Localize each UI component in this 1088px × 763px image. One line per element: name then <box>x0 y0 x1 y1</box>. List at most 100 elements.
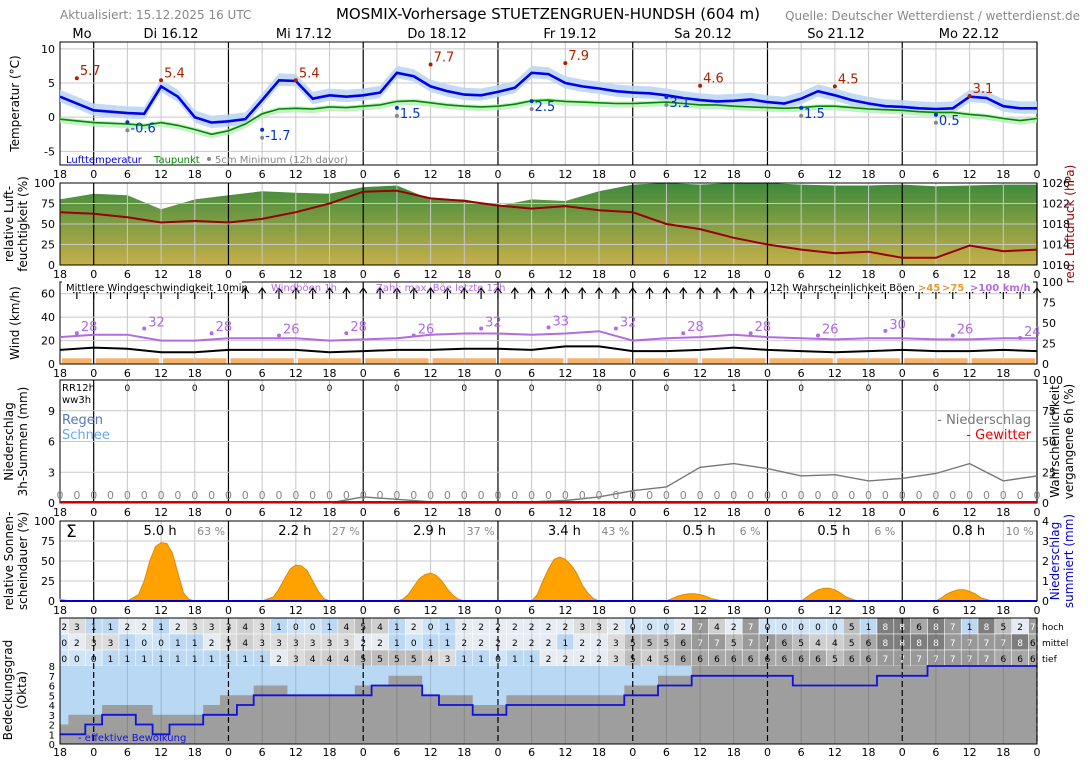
hour-tick-label: 6 <box>259 506 266 519</box>
updated-label: Aktualisiert: 15.12.2025 16 UTC <box>60 8 251 22</box>
cloud-layer-value: 2 <box>61 623 67 633</box>
hour-tick-label: 6 <box>259 367 266 380</box>
ground-min-point <box>799 113 804 118</box>
hour-tick-label: 18 <box>53 746 67 759</box>
min-temp-point <box>260 127 265 132</box>
cloud-layer-value: 1 <box>158 655 164 665</box>
cloud-layer-value: 6 <box>1030 655 1036 665</box>
wind-direction-arrow <box>510 286 519 299</box>
rr3h-value: 0 <box>326 489 333 502</box>
hour-tick-label: 18 <box>323 268 337 281</box>
y-tick-label: 2 <box>49 721 55 732</box>
rr3h-value: 0 <box>57 489 64 502</box>
cloud-layer-value: 3 <box>209 623 215 633</box>
rr3h-value: 0 <box>124 489 131 502</box>
rr3h-value: 0 <box>377 489 384 502</box>
cloud-layer-value: 2 <box>579 655 585 665</box>
cloud-layer-value: 7 <box>950 639 956 649</box>
day-label: Mi 17.12 <box>276 27 332 42</box>
min-temp-point <box>394 105 399 110</box>
max-gust-label: 32 <box>620 316 637 331</box>
cloud-layer-value: 6 <box>815 655 821 665</box>
cloud-layer-value: 6 <box>680 639 686 649</box>
ground-min-point <box>529 107 534 112</box>
source-label: Quelle: Deutscher Wetterdienst / wetterd… <box>785 9 1080 23</box>
rr3h-value: 0 <box>545 489 552 502</box>
y-tick-label: 6 <box>49 682 55 693</box>
cloud-layer-value: 5 <box>630 639 636 649</box>
cloud-layer-value: 1 <box>175 639 181 649</box>
hour-tick-label: 12 <box>828 268 842 281</box>
rr3h-value: 0 <box>966 489 973 502</box>
cloud-layer-value: 2 <box>529 623 535 633</box>
hour-tick-label: 18 <box>592 604 606 617</box>
cloud-layer-value: 4 <box>714 623 720 633</box>
hour-tick-label: 6 <box>393 268 400 281</box>
panel-frame <box>59 617 1038 745</box>
cloud-layer-value: 2 <box>546 655 552 665</box>
temperature-line <box>59 71 1037 124</box>
legend-gust-75: >75 <box>942 283 964 294</box>
hour-tick-label: 0 <box>90 268 97 281</box>
hour-tick-label: 18 <box>727 746 741 759</box>
wind-mean-line <box>59 345 1038 354</box>
y-tick-label: 9 <box>48 405 55 418</box>
cloud-layer-value: 2 <box>141 623 147 633</box>
cloud-layer-value: 0 <box>798 623 804 633</box>
rr3h-value: 0 <box>427 489 434 502</box>
hour-tick-label: 18 <box>188 367 202 380</box>
cloud-layer-value: 1 <box>562 639 568 649</box>
rr12h-value: 0 <box>596 384 602 394</box>
hour-tick-label: 18 <box>457 268 471 281</box>
rr3h-value: 0 <box>90 489 97 502</box>
rr3h-value: 0 <box>275 489 282 502</box>
cloud-layer-value: 2 <box>125 623 131 633</box>
cloud-layer-value: 4 <box>310 655 316 665</box>
hour-tick-label: 12 <box>424 168 438 181</box>
daily-sunshine-percent: 27 % <box>332 525 360 538</box>
wind-direction-arrow <box>342 286 351 299</box>
max-gust-point <box>546 325 551 330</box>
wind-direction-arrow <box>493 286 502 299</box>
hour-tick-label: 6 <box>798 168 805 181</box>
cloud-layer-value: 0 <box>310 623 316 633</box>
cloud-layer-value: 3 <box>276 639 282 649</box>
max-gust-label: 26 <box>957 323 974 338</box>
cloud-layer-value: 1 <box>445 623 451 633</box>
cloud-layer-value: 4 <box>343 655 349 665</box>
cloud-layer-value: 4 <box>343 623 349 633</box>
hour-tick-label: 6 <box>259 746 266 759</box>
rr3h-value: 0 <box>629 489 636 502</box>
hour-tick-label: 18 <box>53 604 67 617</box>
rr3h-value: 0 <box>242 489 249 502</box>
ground-min-point <box>125 128 130 133</box>
cloud-layer-value: 3 <box>259 639 265 649</box>
hour-tick-label: 0 <box>360 506 367 519</box>
cloud-layer-value: 5 <box>647 639 653 649</box>
cloud-layer-value: 0 <box>158 639 164 649</box>
cloud-layer-value: 4 <box>832 639 838 649</box>
hour-tick-label: 18 <box>862 168 876 181</box>
hour-tick-label: 6 <box>663 168 670 181</box>
cloud-layer-value: 2 <box>680 623 686 633</box>
hour-tick-label: 18 <box>996 604 1010 617</box>
legend-effective-cloud: - effektive Bewölkung <box>78 733 186 744</box>
rr3h-value: 0 <box>579 489 586 502</box>
max-gust-point <box>479 326 484 331</box>
hour-tick-label: 12 <box>693 268 707 281</box>
cloud-layer-value: 1 <box>461 655 467 665</box>
hour-tick-label: 6 <box>393 168 400 181</box>
cloud-layer-value: 7 <box>714 639 720 649</box>
cloud-layer-value: 1 <box>108 623 114 633</box>
wind-direction-arrow <box>611 286 620 299</box>
max-gust-label: 26 <box>283 323 300 338</box>
hour-tick-label: 18 <box>457 604 471 617</box>
hour-tick-label: 0 <box>225 168 232 181</box>
cloud-layer-value: 8 <box>883 623 889 633</box>
min-temp-label: -1.7 <box>265 129 290 144</box>
cloud-layer-value: 7 <box>967 655 973 665</box>
max-gust-point <box>613 326 618 331</box>
wind-direction-arrow <box>1033 286 1041 299</box>
hour-tick-label: 18 <box>323 604 337 617</box>
